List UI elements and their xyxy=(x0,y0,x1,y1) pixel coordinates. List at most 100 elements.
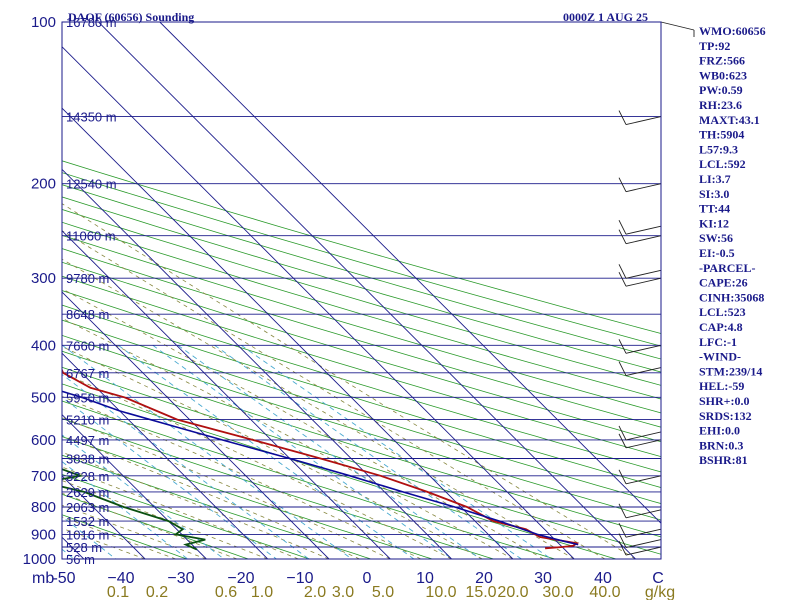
wind-barb-shaft xyxy=(625,539,662,548)
mixing-ratio-label: 0.2 xyxy=(146,584,168,600)
dry-adiabat xyxy=(62,319,661,504)
wind-barb-shaft xyxy=(625,235,662,245)
wind-barb-shaft xyxy=(625,269,662,279)
height-label: 2629 m xyxy=(66,485,109,500)
dry-adiabat xyxy=(62,209,661,386)
dry-adiabat xyxy=(62,248,661,428)
parcel-profile-line xyxy=(62,390,579,546)
height-label: 3838 m xyxy=(66,452,109,467)
mixing-ratio-label: 30.0 xyxy=(542,584,573,600)
wind-barb-flag xyxy=(618,110,627,125)
mixing-ratio-label: 0.6 xyxy=(215,584,237,600)
mixing-ratio-label: 3.0 xyxy=(332,584,354,600)
stats-item: MAXT:43.1 xyxy=(699,113,760,127)
wind-barb-flag xyxy=(618,540,627,556)
temperature-tick-label: 40 xyxy=(594,570,612,587)
dewpoint-profile-line xyxy=(62,468,206,551)
chart-datetime: 0000Z 1 AUG 25 xyxy=(563,10,648,24)
height-label: 5210 m xyxy=(66,413,109,428)
pressure-tick-label: 900 xyxy=(31,526,56,543)
height-label: 14350 m xyxy=(66,110,117,125)
wind-barb xyxy=(618,503,662,519)
wind-barb-flag xyxy=(618,533,627,548)
wind-barb-shaft xyxy=(625,344,662,354)
stats-item: LCL:592 xyxy=(699,157,746,171)
isotherm xyxy=(62,107,514,559)
mixing-ratio-line xyxy=(240,344,552,559)
stats-item: TT:44 xyxy=(699,202,730,216)
stats-item: SW:56 xyxy=(699,231,733,245)
stats-item: LFC:-1 xyxy=(699,335,737,349)
wind-barb-shaft xyxy=(625,277,662,287)
pressure-tick-label: 800 xyxy=(31,499,56,516)
mixing-ratio-label: 40.0 xyxy=(589,584,620,600)
height-label: 4497 m xyxy=(66,433,109,448)
dry-adiabat xyxy=(62,184,661,360)
pressure-tick-label: 500 xyxy=(31,389,56,406)
temperature-tick-label: −10 xyxy=(286,570,313,587)
pressure-tick-label: 700 xyxy=(31,468,56,485)
height-label: 12540 m xyxy=(66,177,117,192)
wind-barb xyxy=(618,522,662,538)
wind-barb-flag xyxy=(618,264,627,279)
stats-item: CAPE:26 xyxy=(699,276,748,290)
wind-barb-flag xyxy=(618,433,627,449)
wind-barb xyxy=(618,219,662,235)
stats-item: HEL:-59 xyxy=(699,379,744,393)
wind-barb-flag xyxy=(618,219,627,235)
wind-barb-shaft xyxy=(625,431,662,441)
wind-barb-flag xyxy=(618,177,627,192)
wind-barb-flag xyxy=(618,229,627,244)
mixing-ratio-label: 5.0 xyxy=(372,584,394,600)
stats-item: WMO:60656 xyxy=(699,24,766,38)
moist-adiabat xyxy=(62,466,299,559)
background-lines xyxy=(62,22,661,559)
stats-item: BRN:0.3 xyxy=(699,438,743,452)
pressure-tick-label: 1000 xyxy=(23,551,56,568)
chart-title: DAOF (60656) Sounding xyxy=(68,10,194,24)
stats-item: SI:3.0 xyxy=(699,187,729,201)
dry-adiabat xyxy=(62,221,661,400)
dry-adiabat xyxy=(62,234,661,414)
height-label: 9780 m xyxy=(66,271,109,286)
height-label: 8648 m xyxy=(66,307,109,322)
height-label: 5950 m xyxy=(66,390,109,405)
height-label: 3228 m xyxy=(66,469,109,484)
moist-adiabat xyxy=(62,230,606,559)
wind-barb-shaft xyxy=(625,225,662,235)
isotherm xyxy=(159,22,661,524)
stats-item: FRZ:566 xyxy=(699,54,745,68)
wind-barb xyxy=(618,540,662,556)
stats-item: L57:9.3 xyxy=(699,142,738,156)
temperature-tick-label: 20 xyxy=(475,570,493,587)
stats-item: CINH:35068 xyxy=(699,290,764,304)
dry-adiabat xyxy=(62,196,661,373)
dry-adiabat xyxy=(62,290,661,473)
stats-item: SHR+:0.0 xyxy=(699,394,750,408)
moist-adiabat xyxy=(62,416,391,559)
mixing-ratio-label: 1.0 xyxy=(251,584,273,600)
wind-barb xyxy=(618,272,662,287)
wind-barb xyxy=(618,229,662,245)
dry-adiabat xyxy=(62,172,661,347)
temperature-tick-label: 0 xyxy=(363,570,372,587)
wind-barb-shaft xyxy=(625,183,662,193)
temperature-profile-line xyxy=(62,367,580,550)
mixing-ratio-unit-label: g/kg xyxy=(645,584,675,600)
wind-barb-flag xyxy=(618,339,627,354)
mixing-ratio-label: 20.0 xyxy=(497,584,528,600)
temperature-tick-label: 10 xyxy=(416,570,434,587)
dry-adiabat xyxy=(62,304,661,488)
stats-item: -PARCEL- xyxy=(699,261,755,275)
stats-item: TH:5904 xyxy=(699,128,744,142)
pressure-tick-label: 100 xyxy=(31,14,56,31)
wind-barb-flag xyxy=(618,425,627,441)
wind-barb-flag xyxy=(618,272,627,287)
stats-item: PW:0.59 xyxy=(699,83,743,97)
height-label: 2063 m xyxy=(66,500,109,515)
stats-item: STM:239/14 xyxy=(699,364,762,378)
temperature-tick-label: −20 xyxy=(227,570,254,587)
wind-barb-flag xyxy=(618,361,627,376)
stats-panel: WMO:60656TP:92FRZ:566WB0:623PW:0.59RH:23… xyxy=(699,24,766,467)
